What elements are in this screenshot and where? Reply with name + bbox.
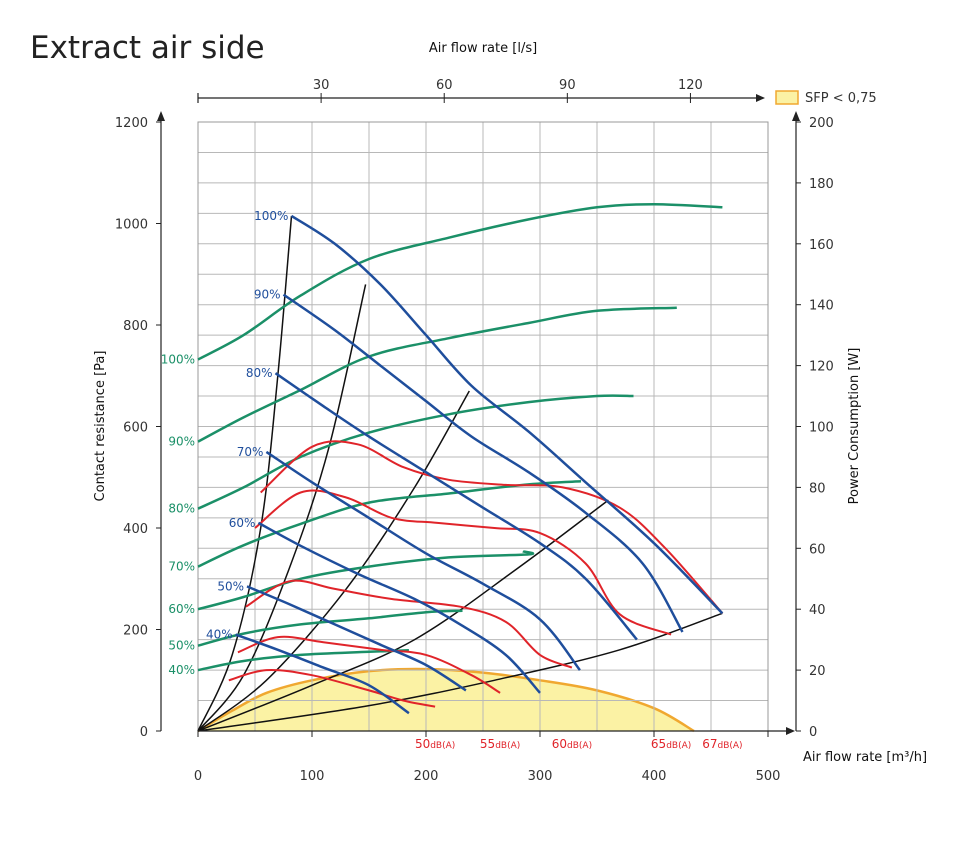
grid-layer bbox=[197, 121, 769, 732]
x2-tick-label: 30 bbox=[313, 78, 330, 93]
y2-tick-label: 40 bbox=[809, 603, 826, 618]
y2-tick-label: 140 bbox=[809, 299, 834, 314]
x2-tick-label: 90 bbox=[559, 78, 576, 93]
power-curve-label: 100% bbox=[161, 353, 195, 367]
y2-tick-label: 20 bbox=[809, 664, 826, 679]
system-curve-1 bbox=[197, 215, 293, 732]
y-tick-label: 1000 bbox=[115, 218, 148, 233]
y-axis-arrow bbox=[157, 111, 165, 121]
y-tick-label: 200 bbox=[123, 624, 148, 639]
x-tick-label: 400 bbox=[642, 769, 667, 784]
y-tick-label: 600 bbox=[123, 421, 148, 436]
y-tick-label: 1200 bbox=[115, 116, 148, 131]
power-curve-60 bbox=[197, 550, 535, 611]
power-curve-label: 50% bbox=[168, 639, 195, 653]
x-axis-arrow bbox=[786, 727, 795, 735]
fan-curve-100 bbox=[290, 214, 724, 615]
power-curve-90 bbox=[197, 306, 677, 443]
power-curve-40 bbox=[197, 649, 409, 672]
y2-tick-label: 0 bbox=[809, 725, 817, 740]
noise-curve-67 bbox=[260, 440, 724, 614]
system-curve-2 bbox=[197, 284, 367, 732]
noise-curve-55 bbox=[237, 635, 501, 694]
y2-tick-label: 60 bbox=[809, 542, 826, 557]
noise-label: 50dB(A) bbox=[415, 737, 455, 751]
noise-curve-60 bbox=[245, 579, 573, 669]
x-tick-label: 0 bbox=[194, 769, 202, 784]
noise-label: 67dB(A) bbox=[702, 737, 742, 751]
x2-tick-label: 60 bbox=[436, 78, 453, 93]
power-curve-label: 40% bbox=[168, 663, 195, 677]
legend-label: SFP < 0,75 bbox=[805, 91, 877, 106]
y-tick-label: 400 bbox=[123, 522, 148, 537]
axes-layer bbox=[156, 93, 801, 737]
system-curve-3 bbox=[197, 390, 470, 732]
x2-axis-arrow bbox=[756, 94, 765, 102]
x-tick-label: 200 bbox=[414, 769, 439, 784]
noise-curve-50 bbox=[228, 668, 436, 708]
power-curve-label: 60% bbox=[168, 602, 195, 616]
power-curve-label: 70% bbox=[168, 560, 195, 574]
fan-curves-layer bbox=[235, 214, 724, 715]
y2-tick-label: 100 bbox=[809, 421, 834, 436]
system-curves-layer bbox=[197, 215, 723, 732]
fan-curve-label: 100% bbox=[254, 209, 288, 223]
power-curve-100 bbox=[197, 202, 723, 361]
fan-curve-40 bbox=[235, 633, 410, 715]
fan-curve-label: 60% bbox=[229, 516, 256, 530]
fan-curve-label: 70% bbox=[237, 445, 264, 459]
fan-curve-label: 40% bbox=[206, 628, 233, 642]
x2-axis-title: Air flow rate [l/s] bbox=[429, 41, 537, 56]
fan-curve-60 bbox=[257, 521, 541, 694]
page-title: Extract air side bbox=[30, 30, 265, 66]
noise-label: 60dB(A) bbox=[552, 737, 592, 751]
y-tick-label: 800 bbox=[123, 319, 148, 334]
sfp-area bbox=[198, 669, 694, 731]
fan-curve-90 bbox=[282, 293, 684, 633]
x-tick-label: 300 bbox=[528, 769, 553, 784]
y2-tick-label: 180 bbox=[809, 177, 834, 192]
y-tick-label: 0 bbox=[140, 725, 148, 740]
y-axis-title: Contact resistance [Pa] bbox=[93, 351, 108, 502]
noise-label: 55dB(A) bbox=[480, 737, 520, 751]
fan-curve-50 bbox=[246, 585, 467, 692]
fan-curve-70 bbox=[265, 450, 581, 671]
fan-curve-80 bbox=[274, 372, 638, 641]
power-curve-50 bbox=[197, 609, 463, 647]
noise-curve-65 bbox=[254, 489, 672, 636]
power-curve-label: 80% bbox=[168, 502, 195, 516]
x-tick-label: 100 bbox=[300, 769, 325, 784]
fan-curve-label: 80% bbox=[246, 366, 273, 380]
x-axis-title: Air flow rate [m³/h] bbox=[803, 750, 927, 765]
fan-curve-label: 50% bbox=[217, 579, 244, 593]
fan-curve-label: 90% bbox=[254, 288, 281, 302]
y2-tick-label: 80 bbox=[809, 481, 826, 496]
y2-axis-title: Power Consumption [W] bbox=[847, 348, 862, 505]
noise-curves-layer bbox=[228, 440, 724, 708]
x2-tick-label: 120 bbox=[678, 78, 703, 93]
y2-axis-arrow bbox=[792, 111, 800, 121]
y2-tick-label: 160 bbox=[809, 238, 834, 253]
system-curve-5 bbox=[197, 612, 723, 732]
y2-tick-label: 200 bbox=[809, 116, 834, 131]
power-curve-80 bbox=[197, 394, 634, 510]
text-layer: 100% 90% 80% 70% 60% 50% 40% 50dB(A) 55dB(A) 60dB… bbox=[93, 41, 927, 784]
y2-tick-label: 120 bbox=[809, 360, 834, 375]
noise-label: 65dB(A) bbox=[651, 737, 691, 751]
x-tick-label: 500 bbox=[756, 769, 781, 784]
power-curve-label: 90% bbox=[168, 435, 195, 449]
legend-swatch bbox=[775, 90, 799, 105]
